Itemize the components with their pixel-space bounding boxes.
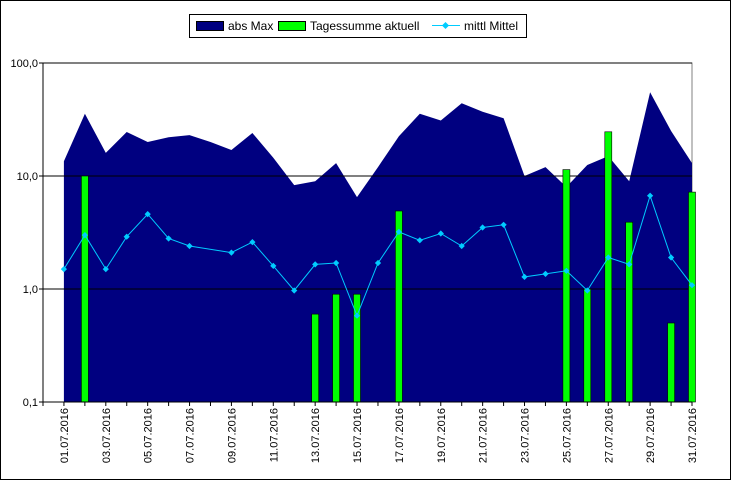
legend-swatch-tagessumme — [278, 21, 306, 31]
x-tick-label-13.07.2016: 13.07.2016 — [310, 408, 322, 463]
marker-mittl-mittel-15.07.2016 — [353, 312, 361, 319]
bar-tagessumme-13.07.2016 — [311, 313, 320, 403]
legend-label-abs-max: abs Max — [228, 19, 274, 33]
legend-line-mittl-mittel — [432, 21, 460, 31]
x-tick-label-29.07.2016: 29.07.2016 — [645, 408, 657, 463]
bar-tagessumme-17.07.2016 — [395, 210, 403, 403]
y-tick-label-0: 0,1 — [23, 397, 38, 409]
marker-mittl-mittel-27.07.2016 — [605, 254, 612, 261]
y-tick-label-1: 1,0 — [23, 284, 38, 296]
marker-mittl-mittel-04.07.2016 — [123, 233, 130, 240]
bar-tagessumme-28.07.2016 — [625, 221, 634, 403]
x-tick-label-21.07.2016: 21.07.2016 — [478, 408, 490, 463]
legend-item-tagessumme: Tagessumme aktuell — [278, 17, 419, 35]
x-tick-label-07.07.2016: 07.07.2016 — [185, 408, 197, 463]
line-mittl-mittel — [63, 194, 693, 318]
legend: abs Max Tagessumme aktuell mittl Mittel — [189, 14, 527, 38]
marker-mittl-mittel-30.07.2016 — [667, 254, 675, 261]
legend-item-abs-max: abs Max — [196, 17, 273, 35]
y-tick-label-3: 100,0 — [10, 58, 38, 70]
marker-mittl-mittel-14.07.2016 — [332, 259, 340, 267]
bar-tagessumme-27.07.2016 — [604, 131, 613, 403]
y-tick-label-2: 10,0 — [17, 171, 38, 183]
bar-tagessumme-30.07.2016 — [667, 322, 675, 403]
legend-item-mittl-mittel: mittl Mittel — [432, 17, 518, 35]
legend-label-tagessumme: Tagessumme aktuell — [310, 19, 420, 33]
x-tick-label-09.07.2016: 09.07.2016 — [226, 408, 238, 463]
marker-mittl-mittel-13.07.2016 — [312, 261, 319, 268]
x-tick-label-17.07.2016: 17.07.2016 — [394, 408, 406, 463]
x-tick-label-31.07.2016: 31.07.2016 — [687, 408, 699, 463]
x-tick-label-23.07.2016: 23.07.2016 — [520, 408, 532, 463]
x-tick-label-27.07.2016: 27.07.2016 — [603, 408, 615, 463]
x-tick-label-19.07.2016: 19.07.2016 — [436, 408, 448, 463]
bar-tagessumme-25.07.2016 — [562, 169, 571, 403]
marker-mittl-mittel-23.07.2016 — [521, 273, 528, 281]
x-tick-label-11.07.2016: 11.07.2016 — [268, 408, 280, 462]
bar-tagessumme-14.07.2016 — [332, 293, 340, 403]
x-tick-label-25.07.2016: 25.07.2016 — [561, 408, 573, 463]
marker-mittl-mittel-28.07.2016 — [626, 261, 633, 268]
bar-tagessumme-26.07.2016 — [583, 288, 592, 403]
x-tick-label-01.07.2016: 01.07.2016 — [59, 408, 71, 463]
legend-label-mittl-mittel: mittl Mittel — [464, 19, 518, 33]
marker-mittl-mittel-25.07.2016 — [563, 267, 570, 274]
marker-mittl-mittel-02.07.2016 — [81, 231, 89, 239]
bar-tagessumme-02.07.2016 — [81, 175, 89, 403]
x-tick-label-15.07.2016: 15.07.2016 — [352, 408, 364, 463]
bar-tagessumme-31.07.2016 — [688, 191, 696, 403]
x-tick-label-03.07.2016: 03.07.2016 — [101, 408, 113, 463]
marker-mittl-mittel-24.07.2016 — [542, 270, 549, 278]
marker-mittl-mittel-11.07.2016 — [270, 262, 277, 270]
area-abs-max — [63, 92, 692, 403]
marker-mittl-mittel-16.07.2016 — [374, 259, 382, 267]
x-tick-label-05.07.2016: 05.07.2016 — [143, 408, 155, 463]
legend-swatch-abs-max — [196, 21, 224, 31]
marker-mittl-mittel-12.07.2016 — [291, 287, 298, 294]
marker-mittl-mittel-07.07.2016 — [186, 242, 193, 250]
